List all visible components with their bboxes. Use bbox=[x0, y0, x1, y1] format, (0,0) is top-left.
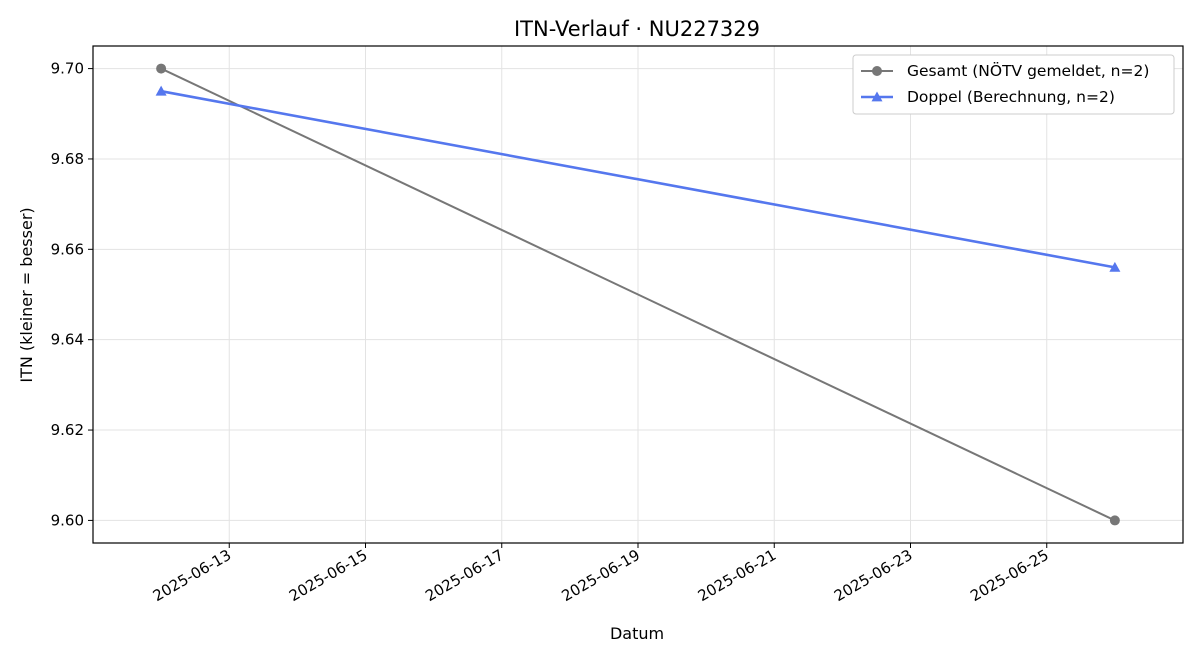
y-tick-label: 9.64 bbox=[51, 331, 84, 349]
series-line bbox=[160, 89, 1116, 269]
y-axis-title: ITN (kleiner = besser) bbox=[17, 207, 36, 382]
y-tick-label: 9.60 bbox=[51, 511, 84, 529]
y-axis-ticks: 9.60 9.62 9.64 9.66 9.68 9.70 bbox=[51, 60, 93, 529]
series-line bbox=[160, 67, 1116, 522]
x-tick-label: 2025-06-17 bbox=[422, 546, 507, 605]
x-tick-label: 2025-06-21 bbox=[695, 546, 780, 605]
chart-title: ITN-Verlauf · NU227329 bbox=[514, 17, 760, 41]
x-tick-label: 2025-06-13 bbox=[150, 546, 235, 605]
x-tick-label: 2025-06-23 bbox=[831, 546, 916, 605]
legend-item: Gesamt (NÖTV gemeldet, n=2) bbox=[861, 61, 1149, 80]
data-point-circle bbox=[1109, 515, 1120, 526]
x-tick-label: 2025-06-15 bbox=[286, 546, 371, 605]
series-layer bbox=[155, 63, 1121, 526]
y-tick-label: 9.62 bbox=[51, 421, 84, 439]
legend: Gesamt (NÖTV gemeldet, n=2) Doppel (Berec… bbox=[852, 54, 1175, 115]
data-point-triangle bbox=[871, 91, 883, 102]
legend-item: Doppel (Berechnung, n=2) bbox=[861, 88, 1115, 106]
series-1 bbox=[156, 63, 1120, 526]
y-tick-label: 9.68 bbox=[51, 150, 84, 168]
x-tick-label: 2025-06-19 bbox=[558, 546, 643, 605]
x-axis-title: Datum bbox=[610, 624, 664, 643]
y-tick-label: 9.66 bbox=[51, 240, 84, 258]
data-point-circle bbox=[872, 66, 882, 76]
data-point-triangle bbox=[1109, 261, 1121, 272]
x-axis-ticks: 2025-06-13 2025-06-15 2025-06-17 2025-06-19… bbox=[150, 543, 1052, 605]
data-point-triangle bbox=[155, 85, 167, 96]
legend-box bbox=[852, 54, 1175, 115]
x-tick-label: 2025-06-25 bbox=[967, 546, 1052, 605]
legend-label: Gesamt (NÖTV gemeldet, n=2) bbox=[907, 61, 1149, 80]
data-point-circle bbox=[156, 63, 167, 74]
legend-label: Doppel (Berechnung, n=2) bbox=[907, 88, 1115, 106]
series-2 bbox=[155, 85, 1121, 272]
y-tick-label: 9.70 bbox=[51, 60, 84, 78]
